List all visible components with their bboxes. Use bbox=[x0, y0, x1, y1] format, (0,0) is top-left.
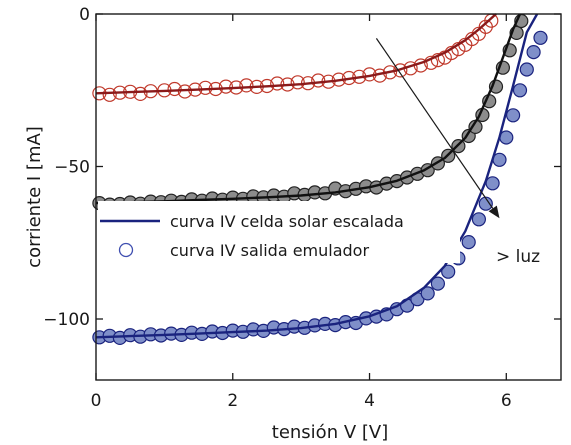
legend: curva IV celda solar escalada curva IV s… bbox=[98, 201, 460, 263]
data-point bbox=[505, 108, 521, 123]
legend-background bbox=[98, 201, 460, 263]
series-curve bbox=[95, 13, 522, 205]
data-point bbox=[420, 286, 435, 301]
annotation-text: > luz bbox=[496, 247, 540, 267]
annotation-arrowhead bbox=[488, 205, 500, 219]
data-point bbox=[512, 83, 528, 98]
y-tick-label: 0 bbox=[79, 5, 90, 25]
annotation: > luz bbox=[375, 38, 540, 267]
legend-marker-swatch bbox=[118, 242, 134, 258]
x-tick-label: 2 bbox=[227, 391, 238, 411]
data-point bbox=[167, 81, 182, 97]
y-tick-label: −50 bbox=[54, 158, 90, 178]
data-point bbox=[533, 30, 548, 45]
y-axis-label: corriente I [mA] bbox=[24, 126, 45, 268]
data-point bbox=[311, 73, 326, 88]
data-point bbox=[102, 87, 117, 102]
data-point bbox=[198, 80, 213, 95]
annotation-arrow bbox=[375, 38, 494, 209]
x-tick-label: 4 bbox=[364, 391, 375, 411]
ticks-layer: 0 2 4 6 0 −50 −100 bbox=[43, 5, 561, 411]
legend-marker-label: curva IV salida emulador bbox=[170, 241, 369, 260]
data-point bbox=[430, 276, 445, 291]
data-point bbox=[485, 176, 500, 191]
plot-frame bbox=[95, 13, 562, 381]
data-point bbox=[430, 52, 445, 68]
data-point bbox=[461, 235, 476, 250]
data-point bbox=[218, 79, 233, 94]
data-point bbox=[270, 76, 285, 91]
x-axis-label: tensión V [V] bbox=[272, 422, 388, 443]
series-low-light bbox=[92, 13, 499, 102]
data-point bbox=[441, 264, 456, 279]
x-tick-label: 0 bbox=[91, 391, 102, 411]
data-point bbox=[290, 75, 305, 90]
x-tick-label: 6 bbox=[501, 391, 512, 411]
data-point bbox=[471, 212, 486, 227]
data-point bbox=[478, 196, 493, 211]
legend-line-label: curva IV celda solar escalada bbox=[170, 212, 404, 231]
series-layer bbox=[92, 13, 548, 345]
series-curve bbox=[95, 13, 497, 95]
series-high-light bbox=[92, 13, 548, 345]
series-curve bbox=[95, 13, 539, 339]
y-tick-label: −100 bbox=[43, 310, 90, 330]
data-point bbox=[239, 78, 254, 93]
data-point bbox=[526, 44, 541, 60]
data-point bbox=[133, 86, 148, 102]
data-point bbox=[519, 62, 534, 77]
